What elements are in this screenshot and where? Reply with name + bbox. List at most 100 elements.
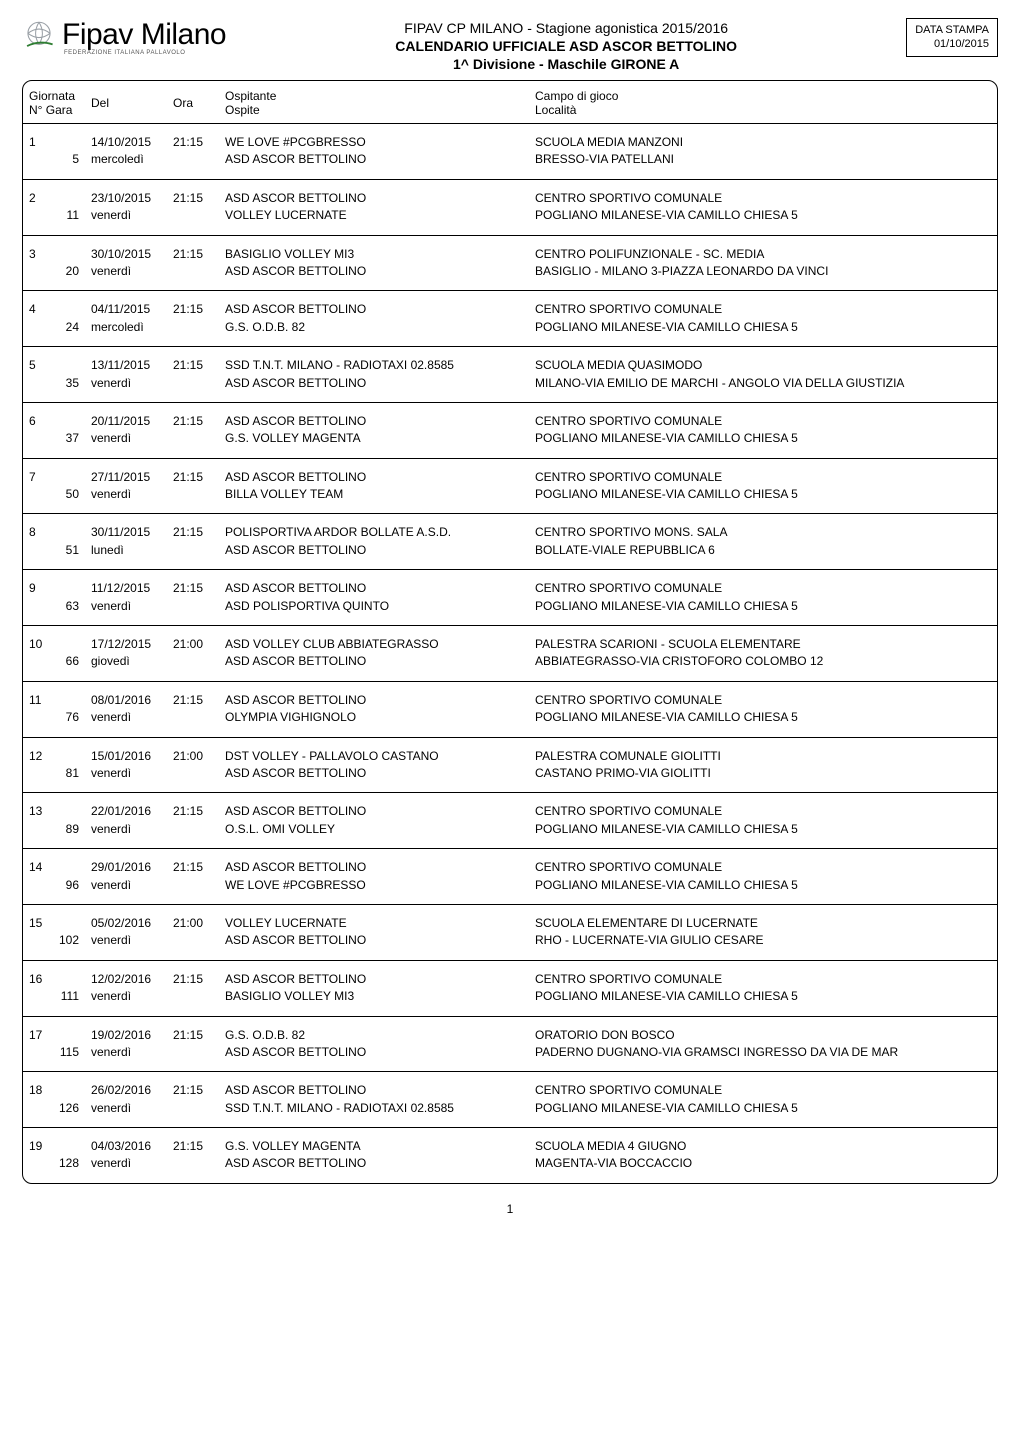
val-day: venerdì: [91, 486, 161, 503]
cell-giornata: 1176: [23, 681, 85, 737]
val-away: ASD ASCOR BETTOLINO: [225, 1155, 523, 1172]
val-giornata: 9: [29, 580, 79, 597]
val-home: POLISPORTIVA ARDOR BOLLATE A.S.D.: [225, 524, 523, 541]
val-date: 22/01/2016: [91, 803, 161, 820]
val-away: ASD ASCOR BETTOLINO: [225, 765, 523, 782]
cell-venue: CENTRO SPORTIVO COMUNALEPOGLIANO MILANES…: [529, 681, 997, 737]
cell-giornata: 535: [23, 347, 85, 403]
cell-ora: 21:15: [167, 1072, 219, 1128]
val-loc: POGLIANO MILANESE-VIA CAMILLO CHIESA 5: [535, 319, 991, 336]
val-home: G.S. VOLLEY MAGENTA: [225, 1138, 523, 1155]
cell-giornata: 15: [23, 124, 85, 180]
val-away: ASD ASCOR BETTOLINO: [225, 653, 523, 670]
val-venue: CENTRO SPORTIVO COMUNALE: [535, 803, 991, 820]
cell-teams: DST VOLLEY - PALLAVOLO CASTANOASD ASCOR …: [219, 737, 529, 793]
title-line-2: CALENDARIO UFFICIALE ASD ASCOR BETTOLINO: [226, 38, 906, 54]
cell-venue: CENTRO SPORTIVO COMUNALEPOGLIANO MILANES…: [529, 458, 997, 514]
val-loc: MAGENTA-VIA BOCCACCIO: [535, 1155, 991, 1172]
hdr-giornata: Giornata: [29, 89, 79, 103]
val-ngara: 111: [29, 988, 79, 1005]
cell-ora: 21:15: [167, 347, 219, 403]
val-day: venerdì: [91, 375, 161, 392]
cell-giornata: 424: [23, 291, 85, 347]
val-day: venerdì: [91, 1100, 161, 1117]
cell-del: 04/11/2015mercoledì: [85, 291, 167, 347]
cell-ora: 21:15: [167, 793, 219, 849]
val-away: OLYMPIA VIGHIGNOLO: [225, 709, 523, 726]
cell-ora: 21:15: [167, 1128, 219, 1183]
table-row: 535 13/11/2015venerdì 21:15SSD T.N.T. MILA…: [23, 347, 997, 403]
cell-venue: CENTRO SPORTIVO COMUNALEPOGLIANO MILANES…: [529, 1072, 997, 1128]
logo-block: Fipav Milano FEDERAZIONE ITALIANA PALLAV…: [22, 18, 226, 56]
val-date: 12/02/2016: [91, 971, 161, 988]
cell-ora: 21:15: [167, 402, 219, 458]
cell-teams: ASD VOLLEY CLUB ABBIATEGRASSOASD ASCOR B…: [219, 626, 529, 682]
val-ngara: 35: [29, 375, 79, 392]
val-ngara: 50: [29, 486, 79, 503]
val-home: VOLLEY LUCERNATE: [225, 915, 523, 932]
val-loc: ABBIATEGRASSO-VIA CRISTOFORO COLOMBO 12: [535, 653, 991, 670]
table-row: 149629/01/2016venerdì21:15ASD ASCOR BETT…: [23, 849, 997, 905]
stamp-block: DATA STAMPA 01/10/2015: [906, 18, 998, 57]
val-home: ASD ASCOR BETTOLINO: [225, 301, 523, 318]
val-ngara: 76: [29, 709, 79, 726]
col-ospitante: Ospitante Ospite: [219, 81, 529, 124]
val-giornata: 17: [29, 1027, 79, 1044]
cell-venue: CENTRO SPORTIVO COMUNALEPOGLIANO MILANES…: [529, 291, 997, 347]
table-row: 138922/01/2016venerdì21:15ASD ASCOR BETT…: [23, 793, 997, 849]
cell-venue: CENTRO SPORTIVO COMUNALEPOGLIANO MILANES…: [529, 960, 997, 1016]
val-date: 11/12/2015: [91, 580, 161, 597]
val-venue: CENTRO SPORTIVO COMUNALE: [535, 301, 991, 318]
val-away: VOLLEY LUCERNATE: [225, 207, 523, 224]
cell-del: 22/01/2016venerdì: [85, 793, 167, 849]
val-date: 13/11/2015: [91, 357, 161, 374]
val-away: BASIGLIO VOLLEY MI3: [225, 988, 523, 1005]
cell-del: 19/02/2016venerdì: [85, 1016, 167, 1072]
table-row: 1912804/03/2016venerdì21:15G.S. VOLLEY M…: [23, 1128, 997, 1183]
val-day: venerdì: [91, 709, 161, 726]
val-date: 17/12/2015: [91, 636, 161, 653]
val-giornata: 4: [29, 301, 79, 318]
val-ngara: 37: [29, 430, 79, 447]
cell-giornata: 320: [23, 235, 85, 291]
stamp-label: DATA STAMPA: [915, 23, 989, 37]
val-away: ASD ASCOR BETTOLINO: [225, 263, 523, 280]
cell-giornata: 16111: [23, 960, 85, 1016]
cell-ora: 21:15: [167, 458, 219, 514]
val-home: ASD ASCOR BETTOLINO: [225, 190, 523, 207]
cell-teams: G.S. O.D.B. 82ASD ASCOR BETTOLINO: [219, 1016, 529, 1072]
val-venue: CENTRO SPORTIVO COMUNALE: [535, 1082, 991, 1099]
val-day: venerdì: [91, 598, 161, 615]
val-ngara: 24: [29, 319, 79, 336]
val-venue: CENTRO SPORTIVO COMUNALE: [535, 859, 991, 876]
val-giornata: 7: [29, 469, 79, 486]
val-home: ASD ASCOR BETTOLINO: [225, 1082, 523, 1099]
val-date: 08/01/2016: [91, 692, 161, 709]
table-row: 32030/10/2015venerdì21:15BASIGLIO VOLLEY…: [23, 235, 997, 291]
val-venue: ORATORIO DON BOSCO: [535, 1027, 991, 1044]
title-block: FIPAV CP MILANO - Stagione agonistica 20…: [226, 18, 906, 72]
table-row: 42404/11/2015mercoledì21:15ASD ASCOR BET…: [23, 291, 997, 347]
val-away: SSD T.N.T. MILANO - RADIOTAXI 02.8585: [225, 1100, 523, 1117]
val-home: ASD ASCOR BETTOLINO: [225, 413, 523, 430]
val-day: venerdì: [91, 932, 161, 949]
val-venue: SCUOLA MEDIA 4 GIUGNO: [535, 1138, 991, 1155]
volleyball-icon: [22, 18, 56, 52]
val-date: 05/02/2016: [91, 915, 161, 932]
val-date: 26/02/2016: [91, 1082, 161, 1099]
cell-venue: PALESTRA COMUNALE GIOLITTICASTANO PRIMO-…: [529, 737, 997, 793]
cell-teams: POLISPORTIVA ARDOR BOLLATE A.S.D.ASD ASC…: [219, 514, 529, 570]
val-home: ASD ASCOR BETTOLINO: [225, 803, 523, 820]
stamp-date: 01/10/2015: [915, 37, 989, 51]
table-row: 85130/11/2015lunedì21:15POLISPORTIVA ARD…: [23, 514, 997, 570]
col-del: Del: [85, 81, 167, 124]
val-date: 23/10/2015: [91, 190, 161, 207]
cell-teams: SSD T.N.T. MILANO - RADIOTAXI 02.8585ASD…: [219, 347, 529, 403]
cell-teams: WE LOVE #PCGBRESSOASD ASCOR BETTOLINO: [219, 124, 529, 180]
val-date: 19/02/2016: [91, 1027, 161, 1044]
cell-teams: ASD ASCOR BETTOLINOASD POLISPORTIVA QUIN…: [219, 570, 529, 626]
val-loc: POGLIANO MILANESE-VIA CAMILLO CHIESA 5: [535, 207, 991, 224]
val-away: WE LOVE #PCGBRESSO: [225, 877, 523, 894]
val-away: G.S. VOLLEY MAGENTA: [225, 430, 523, 447]
val-ngara: 96: [29, 877, 79, 894]
